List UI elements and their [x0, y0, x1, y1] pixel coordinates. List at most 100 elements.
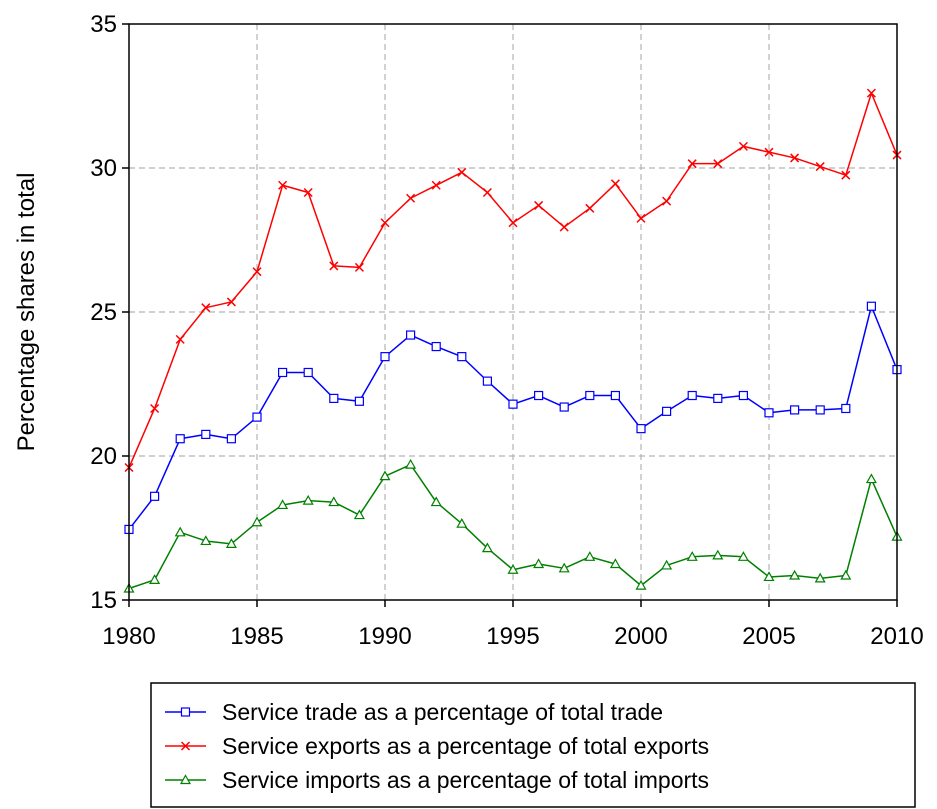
y-tick-label-35: 35: [90, 11, 117, 38]
data-point-s3-1981: [149, 574, 161, 584]
x-tick-label-1990: 1990: [358, 623, 411, 650]
legend-label-service-exports: Service exports as a percentage of total…: [222, 733, 709, 759]
data-point-s3-1990: [379, 470, 391, 481]
data-point-s1-1986: [278, 367, 288, 378]
data-point-s3-2000: [635, 579, 647, 590]
x-tick-label-1995: 1995: [486, 623, 539, 650]
data-point-s3-1995: [507, 564, 519, 574]
legend: Service trade as a percentage of total t…: [150, 682, 916, 808]
data-point-s2-2005: [764, 147, 774, 157]
legend-box: [150, 682, 916, 808]
data-point-s1-1995: [508, 399, 518, 409]
legend-marker-cross: [180, 741, 191, 751]
data-point-s2-2004: [738, 141, 748, 151]
data-point-s1-2003: [713, 393, 723, 403]
data-point-s2-2008: [841, 170, 851, 180]
x-tick-label-1980: 1980: [102, 623, 155, 650]
data-point-s1-1989: [354, 396, 364, 406]
y-tick-label-15: 15: [90, 587, 117, 614]
data-point-s2-1983: [201, 303, 211, 313]
data-point-s3-1984: [225, 538, 237, 548]
data-point-s1-1983: [201, 429, 211, 439]
data-point-s2-2009: [866, 88, 876, 98]
data-point-s3-2003: [712, 549, 724, 560]
legend-label-service-trade: Service trade as a percentage of total t…: [222, 699, 663, 725]
x-tick-label-2005: 2005: [742, 623, 795, 650]
data-point-s1-1998: [585, 390, 595, 401]
data-point-s2-1997: [559, 222, 569, 232]
data-point-s2-2006: [790, 153, 800, 163]
data-point-s2-1995: [508, 218, 518, 228]
data-point-s2-2002: [687, 159, 697, 169]
data-point-s1-1996: [533, 390, 544, 401]
data-point-s1-1982: [175, 434, 185, 444]
x-tick-label-2010: 2010: [870, 623, 923, 650]
data-point-s3-2007: [814, 572, 826, 583]
legend-item-service-imports: Service imports as a percentage of total…: [165, 767, 709, 793]
data-point-s2-1990: [380, 218, 390, 228]
legend-item-service-exports: Service exports as a percentage of total…: [165, 733, 709, 759]
data-point-s1-1988: [329, 393, 339, 403]
data-point-s1-2008: [841, 403, 851, 414]
legend-label-service-imports: Service imports as a percentage of total…: [222, 767, 709, 793]
data-point-s1-2000: [636, 424, 646, 434]
grid: [129, 24, 897, 600]
data-point-s2-1994: [482, 187, 492, 198]
data-point-s3-2004: [737, 551, 749, 561]
data-point-s2-1999: [610, 179, 620, 189]
series-1: [124, 301, 902, 535]
x-tick-label-1985: 1985: [230, 623, 283, 650]
data-point-s3-2005: [763, 571, 775, 582]
data-point-s2-1989: [354, 262, 364, 272]
data-point-s3-1991: [405, 458, 417, 469]
data-point-s2-1984: [226, 297, 236, 307]
data-point-s2-1986: [278, 180, 288, 190]
data-point-s3-1985: [251, 516, 263, 527]
data-point-s2-2007: [815, 162, 825, 172]
data-point-s1-1984: [226, 434, 236, 444]
data-point-s2-1987: [303, 187, 313, 198]
data-point-s2-1985: [252, 267, 262, 277]
data-point-s1-1981: [150, 491, 160, 501]
data-point-s3-1986: [277, 499, 289, 510]
data-point-s1-2001: [661, 406, 672, 416]
data-point-s3-2001: [661, 559, 673, 570]
data-point-s1-1999: [610, 390, 621, 401]
data-point-s2-1982: [175, 334, 185, 344]
data-point-s3-1999: [609, 558, 621, 569]
data-point-s1-1993: [457, 352, 467, 362]
series-3: [123, 458, 903, 593]
data-point-s1-1997: [559, 402, 569, 412]
y-tick-label-20: 20: [90, 443, 117, 470]
data-point-s3-1997: [558, 562, 570, 573]
data-point-s3-1992: [430, 496, 442, 507]
data-point-s3-1996: [533, 558, 545, 569]
data-point-s2-2003: [713, 159, 723, 169]
data-point-s2-2000: [636, 213, 646, 223]
data-point-s2-1993: [457, 167, 467, 177]
legend-item-service-trade: Service trade as a percentage of total t…: [165, 699, 663, 725]
data-point-s2-1998: [585, 203, 595, 213]
data-point-s1-1990: [380, 352, 390, 362]
data-point-s3-1993: [456, 517, 468, 528]
data-point-s2-1988: [329, 261, 339, 271]
data-point-s2-2001: [662, 196, 672, 206]
data-point-s1-1994: [482, 376, 492, 386]
data-point-s3-1983: [200, 535, 212, 546]
y-axis-title: Percentage shares in total: [13, 173, 40, 452]
data-point-s2-1981: [150, 403, 160, 414]
data-point-s3-1998: [584, 551, 596, 561]
data-point-s2-1996: [534, 200, 544, 210]
data-point-s1-1987: [303, 367, 313, 378]
data-point-s1-2006: [789, 405, 800, 415]
series-layer: [123, 88, 903, 593]
data-point-s3-2002: [686, 551, 698, 561]
data-point-s1-1992: [431, 341, 441, 352]
data-point-s1-2002: [687, 390, 697, 401]
legend-marker-triangle: [179, 774, 192, 785]
data-point-s2-1992: [431, 180, 441, 190]
data-point-s3-1982: [174, 526, 186, 537]
y-tick-label-30: 30: [90, 155, 117, 182]
data-point-s3-1988: [328, 496, 340, 507]
